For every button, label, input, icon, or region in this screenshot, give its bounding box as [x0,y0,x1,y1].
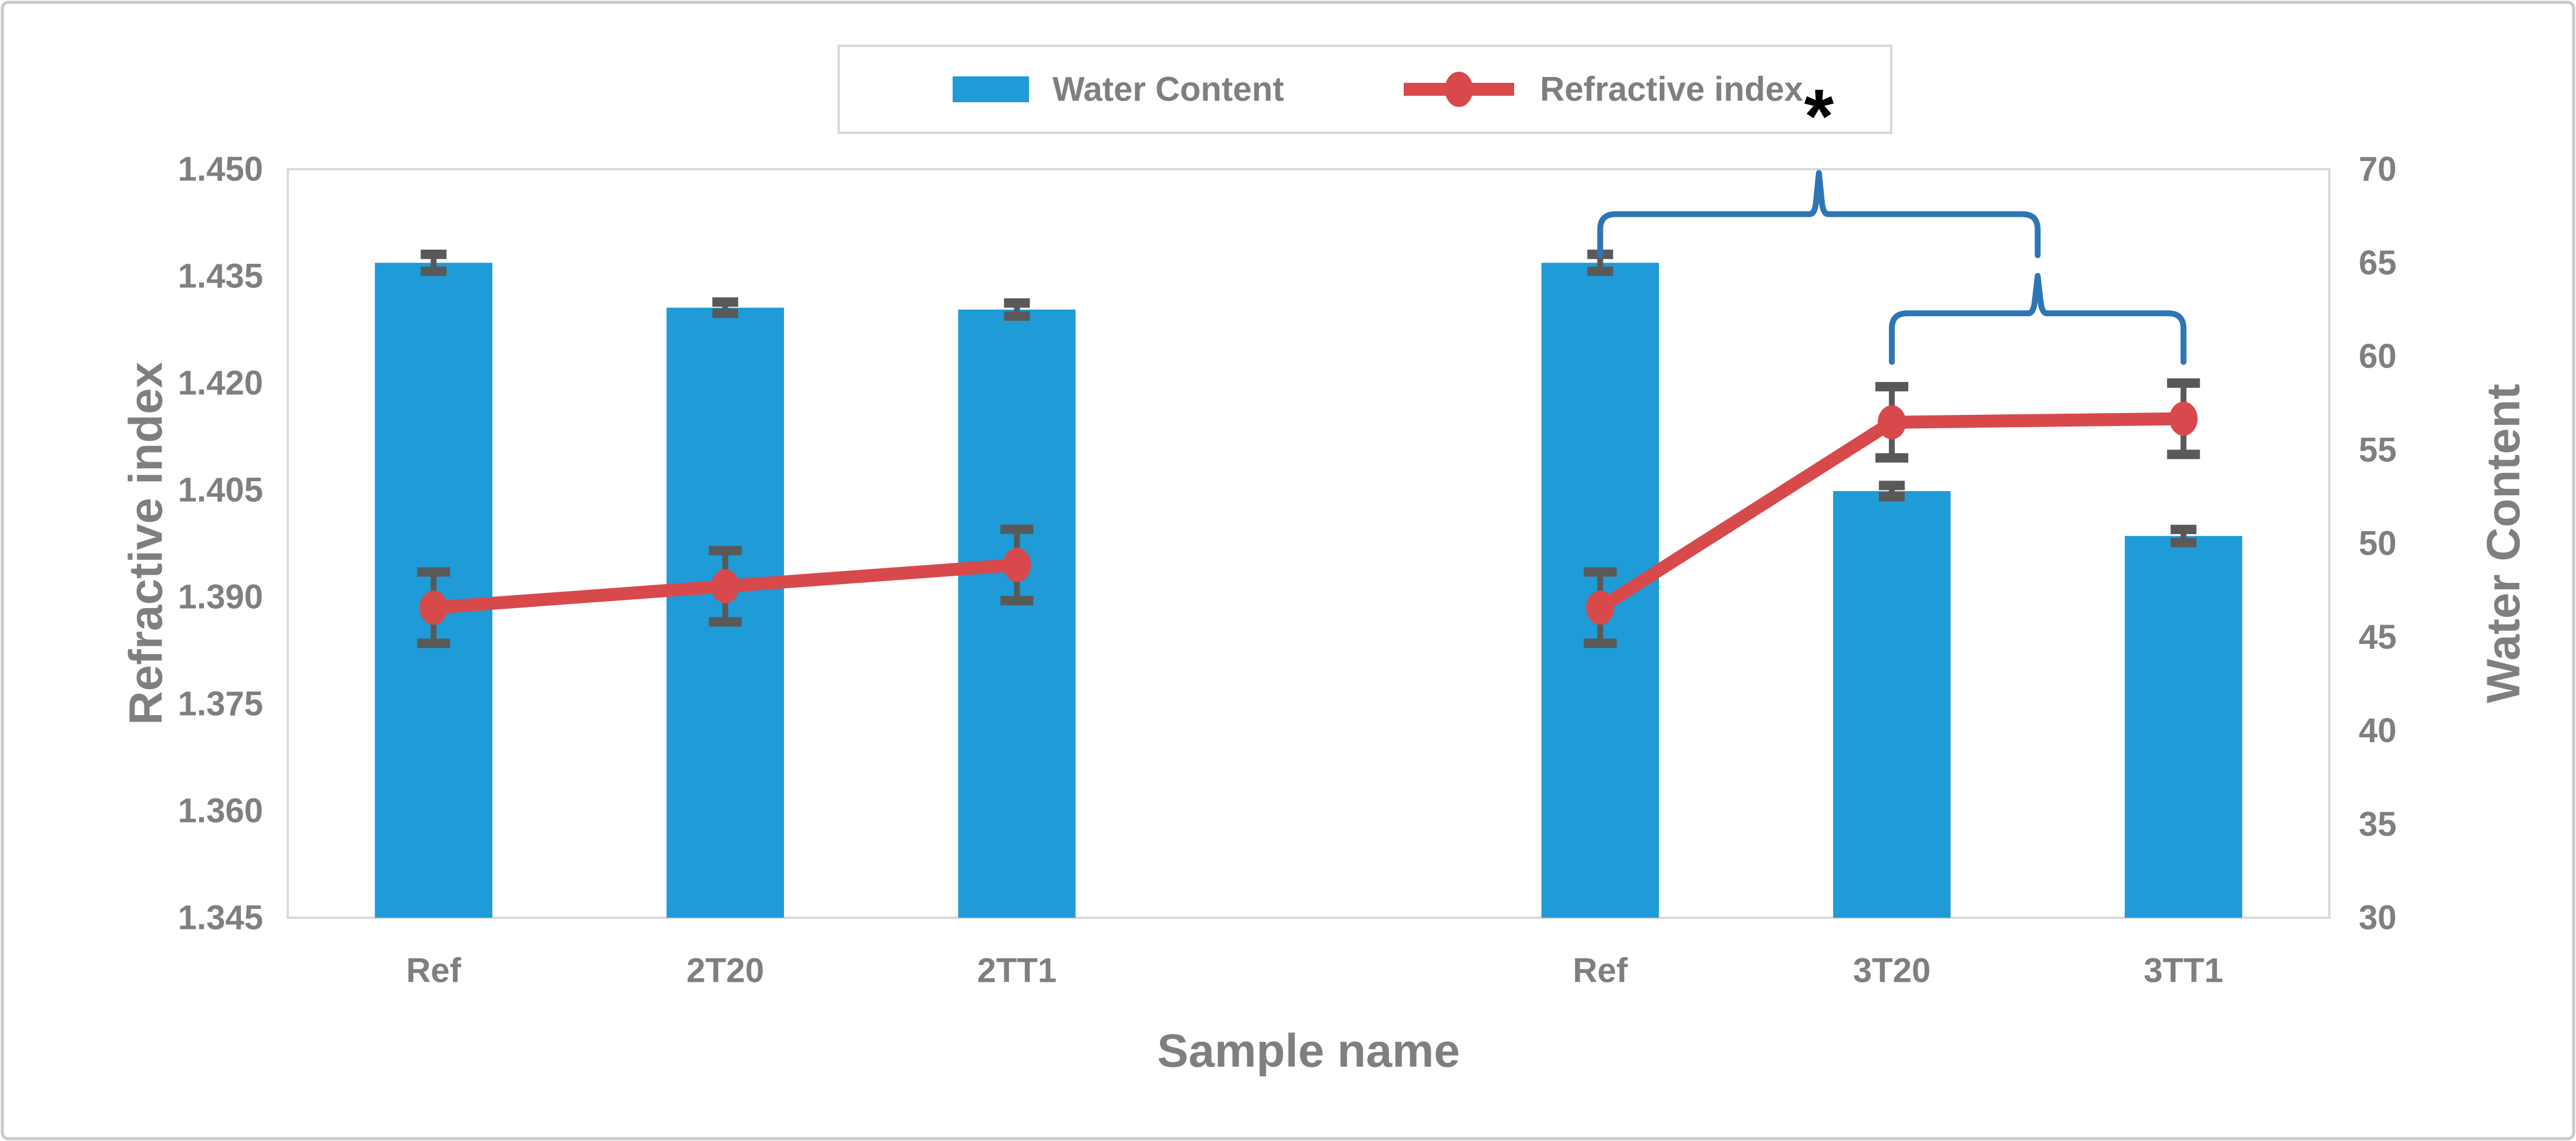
bar-error-bar [1879,481,1905,502]
left-axis-tick-label: 1.345 [178,899,263,937]
left-axis-tick-label: 1.435 [178,257,263,296]
left-axis-tick-label: 1.360 [178,792,263,830]
x-category-label: 3TT1 [2144,952,2223,990]
right-axis-tick-label: 65 [2359,244,2397,282]
right-axis-tick-label: 35 [2359,805,2397,843]
bar-error-bar [1004,298,1030,321]
left-axis-tick-label: 1.450 [178,150,263,189]
line-marker-2t20 [711,569,739,603]
bar-error-bar [421,249,447,276]
x-category-label: Ref [406,952,462,990]
right-axis-tick-label: 40 [2359,712,2397,750]
line-marker-ref [1586,590,1615,625]
x-category-label: 2TT1 [977,952,1057,990]
left-axis-title: Refractive index [120,362,172,725]
bar-2tt1 [958,309,1076,918]
line-marker-2tt1 [1003,548,1031,582]
right-axis-tick-label: 30 [2359,899,2397,937]
left-axis-tick-label: 1.375 [178,685,263,723]
right-axis-tick-label: 45 [2359,618,2397,656]
left-axis-tick-label: 1.420 [178,364,263,402]
bar-3tt1 [2124,536,2242,918]
right-axis-tick-label: 70 [2359,150,2397,189]
legend-bar-swatch-icon [953,76,1029,102]
legend-circle-marker-icon [1445,72,1473,107]
x-category-label: 2T20 [687,952,764,990]
significance-bracket-2 [1889,273,2187,365]
bar-error-bar [2170,525,2197,548]
significance-asterisk: * [1804,73,1834,159]
plot-area [287,168,2330,919]
legend-label-water-content: Water Content [1052,71,1284,109]
line-marker-ref [419,590,448,625]
right-axis-title: Water Content [2477,384,2530,703]
line-marker-3tt1 [2169,401,2198,436]
right-axis-tick-label: 55 [2359,431,2397,469]
left-axis-tick-label: 1.390 [178,578,263,616]
x-category-label: Ref [1573,952,1628,990]
bar-3t20 [1833,491,1951,918]
right-axis-tick-label: 50 [2359,525,2397,563]
legend-label-refractive-index: Refractive index [1540,71,1803,109]
x-axis-title: Sample name [1157,1025,1460,1077]
left-axis-tick-label: 1.405 [178,471,263,509]
bar-error-bar [712,297,738,318]
x-category-label: 3T20 [1853,952,1931,990]
significance-bracket-1 [1597,170,2041,259]
right-axis-tick-label: 60 [2359,337,2397,375]
line-marker-3t20 [1878,405,1906,439]
